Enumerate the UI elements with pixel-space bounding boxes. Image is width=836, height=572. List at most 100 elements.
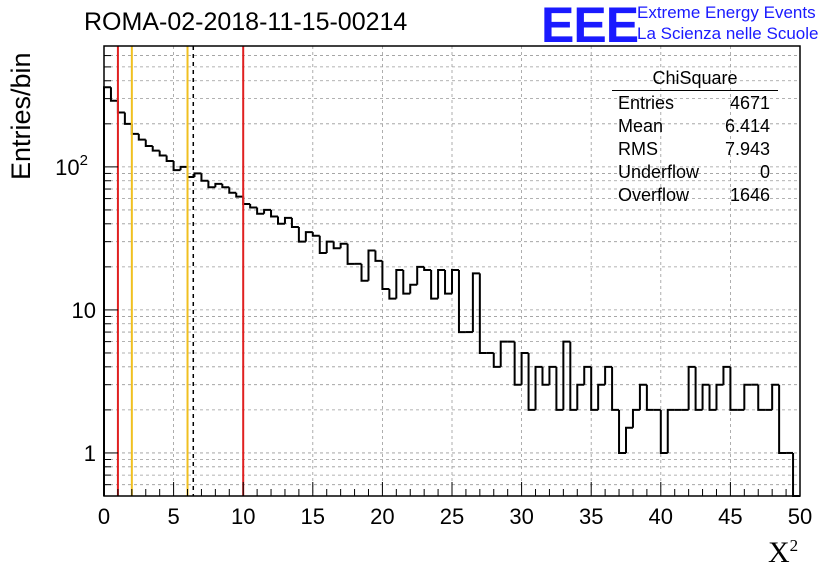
histogram-bin [283, 216, 292, 224]
histogram-bin [381, 260, 390, 291]
histogram-bin [757, 384, 766, 411]
stats-label: RMS [618, 139, 658, 159]
histogram-bin [339, 242, 348, 249]
histogram-bin [130, 123, 139, 135]
x-tick-label: 5 [167, 504, 179, 529]
stats-label: Underflow [618, 162, 700, 182]
histogram-bin [346, 243, 355, 265]
histogram-bin [214, 182, 223, 188]
histogram-bin [193, 172, 202, 177]
histogram-bin [151, 145, 160, 152]
stats-row-overflow: Overflow 1646 [612, 185, 778, 208]
histogram-bin [659, 409, 668, 454]
histogram-bin [430, 270, 439, 300]
histogram-bin [235, 192, 244, 198]
histogram-bin [311, 232, 320, 237]
histogram-bin [109, 87, 118, 102]
logo-line-2: La Scienza nelle Scuole [637, 24, 819, 43]
histogram-bin [172, 160, 181, 172]
reference-lines [116, 46, 245, 496]
histogram-bin [694, 366, 703, 411]
y-tick-label: 1 [84, 441, 96, 466]
stats-row-entries: Entries 4671 [612, 93, 778, 116]
stats-label: Mean [618, 116, 664, 136]
histogram-bin [687, 365, 696, 410]
histogram-bin [778, 384, 787, 454]
histogram-bin [451, 269, 459, 294]
x-tick-label: 10 [231, 504, 255, 529]
axis-ticks [103, 45, 801, 497]
histogram-bin [722, 365, 731, 385]
histogram-bin [478, 273, 487, 354]
histogram-bin [179, 165, 188, 171]
histogram-bin [715, 383, 724, 410]
histogram-bin [263, 208, 272, 214]
histogram-bin [374, 250, 383, 262]
histogram-bin [604, 365, 613, 385]
tick-labels: 0 5 10 15 20 25 30 35 40 45 50 1 10 102 [55, 152, 812, 529]
histogram-bin [304, 231, 313, 242]
histogram-bin [332, 241, 341, 250]
histogram-bin [242, 196, 251, 206]
histogram-bin [645, 384, 654, 411]
x-tick-label: 0 [98, 504, 110, 529]
histogram-bin [409, 283, 418, 294]
histogram-bin [618, 409, 626, 454]
stats-value: 6.414 [724, 116, 770, 136]
histogram-bin [743, 383, 752, 410]
histogram-bin [631, 408, 640, 428]
stats-value: 0 [759, 162, 770, 182]
stats-row-underflow: Underflow 0 [612, 162, 778, 185]
logo-line-1: Extreme Energy Events [637, 3, 816, 22]
histogram-bin [165, 155, 174, 162]
x-tick-label: 25 [440, 504, 464, 529]
histogram-bin [597, 383, 606, 410]
histogram-bin [103, 86, 111, 496]
histogram-bin [228, 187, 237, 194]
eee-logo: EEE [541, 0, 639, 53]
stats-label: Entries [618, 93, 675, 113]
histogram-bin [325, 240, 334, 253]
histogram-bin [207, 180, 216, 189]
chart-title: ROMA-02-2018-11-15-00214 [84, 8, 408, 36]
histogram-bin [555, 366, 564, 411]
stats-label: Overflow [618, 185, 690, 205]
histogram-bin [576, 383, 585, 410]
histogram-bin [277, 216, 285, 225]
stats-row-rms: RMS 7.943 [612, 139, 778, 162]
x-axis-label-base: X [768, 536, 790, 569]
histogram-bin [520, 351, 529, 385]
histogram-bin [562, 340, 571, 410]
stats-value: 1646 [729, 185, 770, 205]
histogram-bin [771, 383, 780, 410]
histogram-bin [708, 384, 717, 411]
y-tick-label: 10 [72, 298, 96, 323]
x-axis-label-sup: 2 [789, 536, 799, 555]
histogram-bin [318, 235, 327, 254]
histogram-bin [444, 270, 452, 295]
histogram-bin [638, 383, 647, 410]
histogram-bin [492, 352, 501, 368]
histogram-bin [534, 365, 543, 410]
histogram-bin [423, 266, 432, 272]
histogram-bin [701, 383, 710, 410]
histogram-bin [548, 365, 557, 385]
x-tick-label: 15 [301, 504, 325, 529]
histogram-bin [144, 139, 153, 147]
histogram-bin [437, 269, 446, 299]
histogram-bin [457, 270, 466, 334]
histogram-bin [569, 341, 578, 411]
histogram-bin [666, 408, 675, 453]
histogram-bin [290, 217, 299, 228]
x-axis-label: X2 [768, 536, 798, 570]
stats-title: ChiSquare [612, 68, 778, 91]
histogram-bin [200, 173, 209, 182]
histogram-bin [416, 265, 425, 285]
histogram-bin [388, 289, 397, 300]
x-tick-label: 40 [649, 504, 673, 529]
histogram-bin [158, 150, 167, 157]
y-axis-label: Entries/bin [6, 52, 36, 180]
histogram-bin [297, 226, 306, 243]
histogram-bin [583, 365, 592, 385]
